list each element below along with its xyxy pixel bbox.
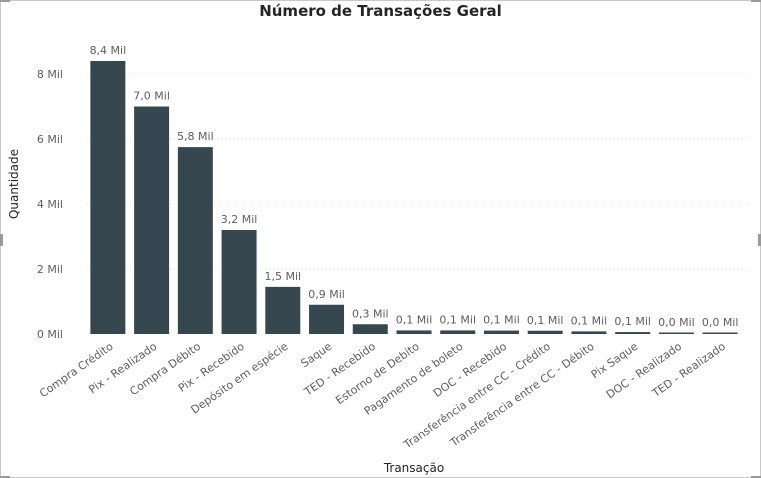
resize-handle-bottom-right[interactable] bbox=[751, 476, 761, 478]
bar[interactable] bbox=[221, 230, 257, 334]
x-tick-label: DOC - Recebido bbox=[431, 340, 509, 400]
resize-handle-top-left[interactable] bbox=[0, 0, 10, 2]
data-label: 1,5 Mil bbox=[265, 270, 302, 283]
x-axis-title: Transação bbox=[383, 461, 444, 475]
data-label: 0,3 Mil bbox=[352, 307, 389, 320]
data-label: 0,9 Mil bbox=[308, 288, 345, 301]
bar[interactable] bbox=[615, 332, 651, 334]
x-tick-label: Compra Crédito bbox=[37, 340, 116, 401]
y-axis-ticks: 0 Mil 2 Mil 4 Mil 6 Mil 8 Mil bbox=[37, 68, 63, 341]
bar[interactable] bbox=[352, 324, 388, 334]
chart-title: Número de Transações Geral bbox=[259, 2, 502, 20]
y-tick-label: 2 Mil bbox=[37, 263, 63, 276]
resize-handle-bottom-left[interactable] bbox=[0, 476, 10, 478]
data-label: 0,1 Mil bbox=[527, 314, 564, 327]
data-label: 0,1 Mil bbox=[439, 313, 476, 326]
bar[interactable] bbox=[658, 332, 694, 335]
y-tick-label: 4 Mil bbox=[37, 198, 63, 211]
data-label: 0,1 Mil bbox=[614, 315, 651, 328]
data-label: 0,1 Mil bbox=[483, 314, 520, 327]
bar[interactable] bbox=[483, 330, 519, 334]
bar[interactable] bbox=[527, 330, 563, 334]
x-tick-label: Saque bbox=[299, 340, 335, 371]
bar[interactable] bbox=[309, 304, 345, 334]
bar[interactable] bbox=[440, 330, 476, 334]
bar[interactable] bbox=[134, 106, 170, 335]
y-axis-title: Quantidade bbox=[7, 149, 21, 219]
y-tick-label: 8 Mil bbox=[37, 68, 63, 81]
bar[interactable] bbox=[265, 286, 301, 334]
x-tick-label: TED - Realizado bbox=[649, 340, 728, 401]
resize-handle-left[interactable] bbox=[0, 234, 3, 246]
data-label: 0,1 Mil bbox=[571, 314, 608, 327]
bar[interactable] bbox=[396, 330, 432, 334]
y-tick-label: 6 Mil bbox=[37, 133, 63, 146]
bar[interactable] bbox=[571, 331, 607, 334]
y-tick-label: 0 Mil bbox=[37, 328, 63, 341]
bar[interactable] bbox=[177, 147, 213, 334]
data-label: 3,2 Mil bbox=[221, 213, 258, 226]
data-labels: 8,4 Mil 7,0 Mil 5,8 Mil 3,2 Mil 1,5 Mil 0,9 M… bbox=[90, 44, 739, 329]
data-label: 8,4 Mil bbox=[90, 44, 127, 57]
data-label: 0,1 Mil bbox=[396, 313, 433, 326]
bar[interactable] bbox=[90, 61, 126, 334]
resize-handle-top-right[interactable] bbox=[751, 0, 761, 2]
bar[interactable] bbox=[702, 332, 738, 335]
bars bbox=[90, 61, 738, 335]
data-label: 5,8 Mil bbox=[177, 130, 214, 143]
data-label: 0,0 Mil bbox=[658, 316, 695, 329]
x-tick-label: DOC - Realizado bbox=[604, 340, 684, 402]
data-label: 7,0 Mil bbox=[133, 90, 170, 103]
resize-handle-right[interactable] bbox=[758, 234, 761, 246]
data-label: 0,0 Mil bbox=[702, 316, 739, 329]
gridlines bbox=[86, 73, 750, 270]
